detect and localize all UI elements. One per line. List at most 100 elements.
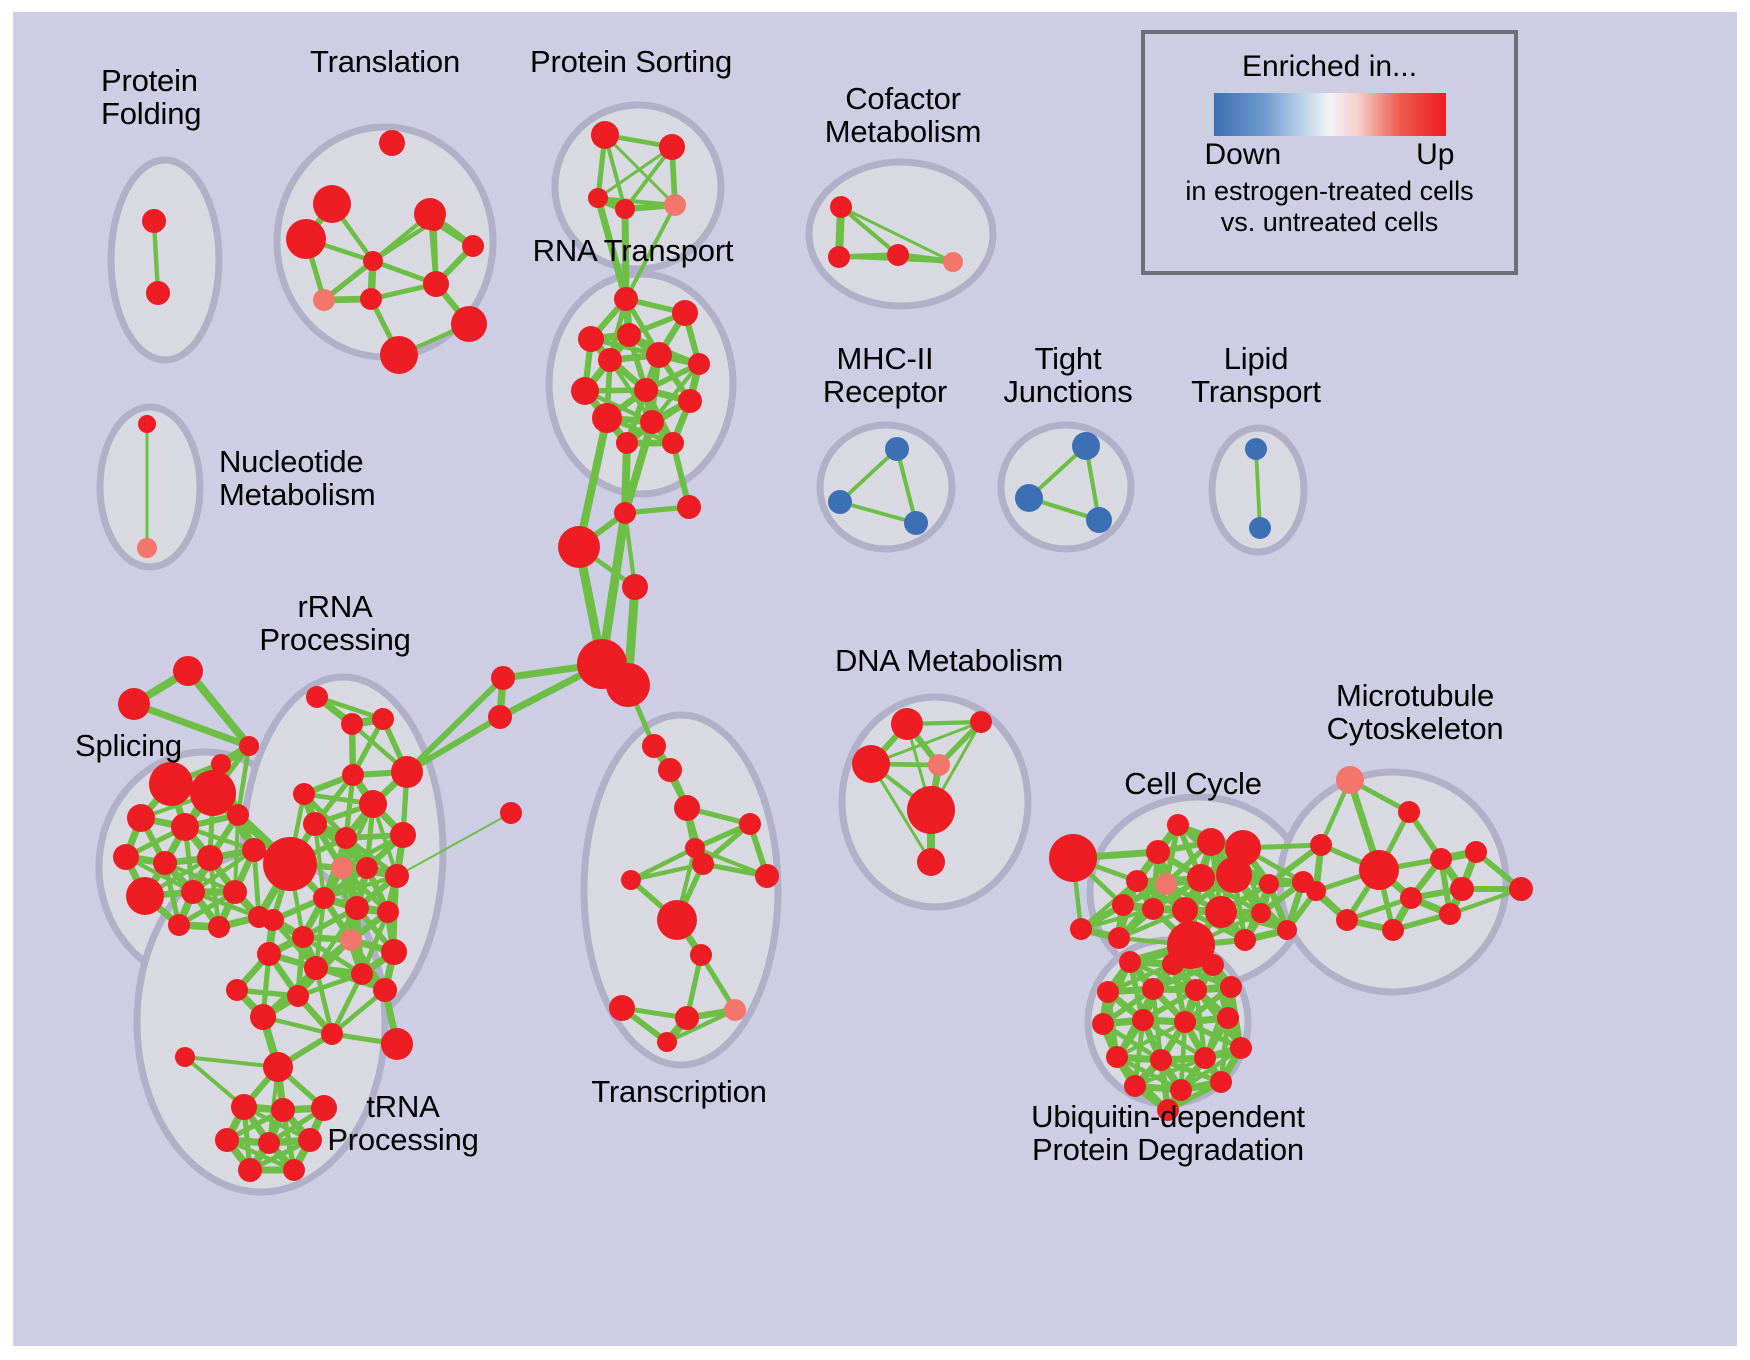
network-node[interactable] — [175, 1047, 195, 1067]
network-node[interactable] — [462, 235, 484, 257]
network-node[interactable] — [617, 323, 641, 347]
network-node[interactable] — [118, 688, 150, 720]
network-node[interactable] — [380, 336, 418, 374]
network-node[interactable] — [171, 813, 199, 841]
network-node[interactable] — [690, 944, 712, 966]
network-node[interactable] — [571, 377, 599, 405]
network-node[interactable] — [385, 864, 409, 888]
network-node[interactable] — [852, 745, 890, 783]
network-node[interactable] — [359, 790, 387, 818]
network-node[interactable] — [1430, 848, 1452, 870]
network-node[interactable] — [1450, 877, 1474, 901]
network-node[interactable] — [609, 995, 635, 1021]
network-node[interactable] — [127, 804, 155, 832]
network-node[interactable] — [664, 194, 686, 216]
network-node[interactable] — [424, 211, 444, 231]
network-node[interactable] — [372, 708, 394, 730]
network-node[interactable] — [491, 666, 515, 690]
network-node[interactable] — [558, 526, 600, 568]
network-node[interactable] — [1400, 887, 1422, 909]
network-node[interactable] — [1015, 484, 1043, 512]
network-node[interactable] — [662, 432, 684, 454]
network-node[interactable] — [674, 795, 700, 821]
network-node[interactable] — [1049, 834, 1097, 882]
network-node[interactable] — [181, 880, 205, 904]
network-node[interactable] — [215, 1128, 239, 1152]
network-node[interactable] — [173, 656, 203, 686]
network-node[interactable] — [149, 762, 193, 806]
network-node[interactable] — [239, 736, 259, 756]
network-node[interactable] — [391, 756, 423, 788]
network-node[interactable] — [1142, 978, 1164, 1000]
network-node[interactable] — [379, 130, 405, 156]
network-node[interactable] — [390, 822, 416, 848]
network-node[interactable] — [360, 288, 382, 310]
network-node[interactable] — [1170, 1079, 1192, 1101]
network-node[interactable] — [1509, 877, 1533, 901]
network-node[interactable] — [1336, 909, 1358, 931]
network-node[interactable] — [1155, 873, 1177, 895]
network-node[interactable] — [1398, 801, 1420, 823]
network-node[interactable] — [828, 490, 852, 514]
network-node[interactable] — [640, 410, 664, 434]
network-node[interactable] — [1205, 896, 1237, 928]
network-node[interactable] — [335, 827, 357, 849]
network-node[interactable] — [598, 348, 622, 372]
network-node[interactable] — [283, 1159, 305, 1181]
network-node[interactable] — [1197, 828, 1225, 856]
network-node[interactable] — [677, 495, 701, 519]
network-node[interactable] — [126, 877, 164, 915]
network-node[interactable] — [257, 942, 281, 966]
network-node[interactable] — [293, 783, 315, 805]
network-node[interactable] — [190, 770, 236, 816]
network-node[interactable] — [907, 786, 955, 834]
network-node[interactable] — [678, 389, 702, 413]
network-node[interactable] — [197, 845, 223, 871]
network-node[interactable] — [1150, 1049, 1172, 1071]
network-node[interactable] — [313, 185, 351, 223]
network-node[interactable] — [500, 802, 522, 824]
network-node[interactable] — [1217, 1007, 1239, 1029]
network-node[interactable] — [659, 134, 685, 160]
network-node[interactable] — [242, 838, 266, 862]
network-node[interactable] — [1132, 1009, 1154, 1031]
network-node[interactable] — [1146, 840, 1170, 864]
cluster-region-protein-folding[interactable] — [107, 156, 223, 364]
network-node[interactable] — [1112, 894, 1134, 916]
network-node[interactable] — [1174, 1011, 1196, 1033]
network-node[interactable] — [1187, 864, 1215, 892]
network-node[interactable] — [321, 1023, 343, 1045]
network-node[interactable] — [675, 1006, 699, 1030]
network-node[interactable] — [1251, 903, 1271, 923]
network-node[interactable] — [1162, 953, 1184, 975]
network-node[interactable] — [646, 342, 672, 368]
network-node[interactable] — [1108, 927, 1130, 949]
network-node[interactable] — [1310, 834, 1332, 856]
network-node[interactable] — [685, 838, 705, 858]
network-node[interactable] — [363, 251, 383, 271]
network-node[interactable] — [153, 851, 177, 875]
network-node[interactable] — [588, 188, 608, 208]
network-node[interactable] — [634, 378, 658, 402]
network-node[interactable] — [1439, 903, 1461, 925]
network-node[interactable] — [1210, 1071, 1232, 1093]
network-node[interactable] — [1167, 814, 1189, 836]
network-node[interactable] — [113, 844, 139, 870]
network-node[interactable] — [377, 901, 399, 923]
network-node[interactable] — [658, 758, 682, 782]
network-node[interactable] — [1119, 951, 1141, 973]
network-node[interactable] — [885, 437, 909, 461]
network-node[interactable] — [592, 403, 622, 433]
network-node[interactable] — [830, 196, 852, 218]
network-node[interactable] — [263, 837, 317, 891]
network-node[interactable] — [616, 432, 638, 454]
network-node[interactable] — [488, 705, 512, 729]
network-node[interactable] — [381, 1028, 413, 1060]
cluster-region-mhc-ii-receptor[interactable] — [816, 421, 956, 553]
network-node[interactable] — [1245, 438, 1267, 460]
network-node[interactable] — [271, 1098, 295, 1122]
network-node[interactable] — [263, 1052, 293, 1082]
network-node[interactable] — [340, 929, 362, 951]
network-node[interactable] — [138, 415, 156, 433]
network-node[interactable] — [313, 887, 335, 909]
